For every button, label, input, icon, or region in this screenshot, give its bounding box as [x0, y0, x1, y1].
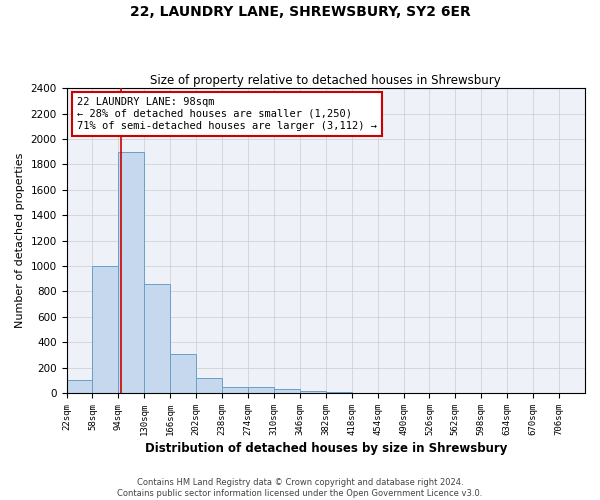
Text: 22, LAUNDRY LANE, SHREWSBURY, SY2 6ER: 22, LAUNDRY LANE, SHREWSBURY, SY2 6ER — [130, 5, 470, 19]
Bar — [300, 390, 326, 393]
Title: Size of property relative to detached houses in Shrewsbury: Size of property relative to detached ho… — [151, 74, 501, 87]
X-axis label: Distribution of detached houses by size in Shrewsbury: Distribution of detached houses by size … — [145, 442, 507, 455]
Bar — [274, 390, 300, 393]
Text: Contains HM Land Registry data © Crown copyright and database right 2024.
Contai: Contains HM Land Registry data © Crown c… — [118, 478, 482, 498]
Bar — [196, 378, 222, 393]
Bar — [248, 388, 274, 393]
Bar — [67, 380, 92, 393]
Bar — [144, 284, 170, 393]
Bar — [92, 266, 118, 393]
Text: 22 LAUNDRY LANE: 98sqm
← 28% of detached houses are smaller (1,250)
71% of semi-: 22 LAUNDRY LANE: 98sqm ← 28% of detached… — [77, 98, 377, 130]
Bar — [222, 386, 248, 393]
Bar — [326, 392, 352, 393]
Y-axis label: Number of detached properties: Number of detached properties — [15, 153, 25, 328]
Bar — [118, 152, 144, 393]
Bar — [170, 354, 196, 393]
